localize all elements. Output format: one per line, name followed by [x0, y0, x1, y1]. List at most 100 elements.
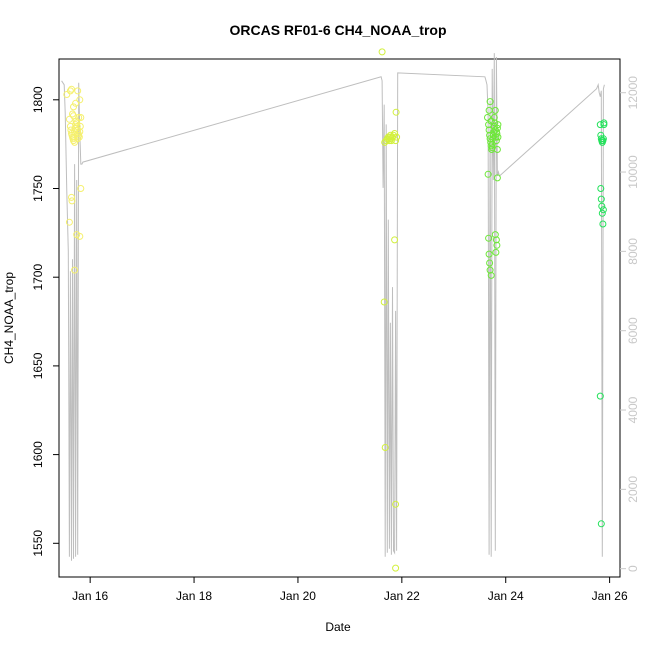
- data-point: [65, 115, 73, 123]
- y2-tick-label: 6000: [626, 317, 640, 344]
- data-point: [600, 121, 608, 129]
- y-axis-label: CH4_NOAA_trop: [2, 272, 16, 364]
- y-tick-label: 1750: [31, 175, 45, 202]
- data-point: [386, 131, 394, 139]
- data-point: [485, 250, 493, 258]
- data-point: [393, 133, 401, 141]
- data-point: [493, 124, 501, 132]
- data-point: [490, 114, 498, 121]
- data-point: [76, 96, 84, 104]
- data-point: [488, 140, 496, 148]
- data-point: [596, 121, 604, 129]
- y-axis-right: 0 2000 4000 6000 8000 10000 12000: [620, 76, 640, 572]
- data-point: [71, 138, 79, 146]
- data-point: [378, 48, 386, 56]
- data-point: [77, 114, 85, 121]
- data-point: [598, 209, 606, 217]
- y2-tick-label: 10000: [626, 155, 640, 189]
- altitude-line: [61, 53, 605, 561]
- data-point: [599, 206, 607, 214]
- y-tick-label: 1800: [31, 86, 45, 113]
- data-point: [486, 259, 494, 267]
- y-tick-label: 1650: [31, 352, 45, 379]
- data-point: [68, 85, 75, 93]
- data-point: [493, 146, 501, 153]
- data-point: [70, 112, 77, 120]
- data-point: [491, 231, 499, 239]
- data-point: [484, 114, 491, 121]
- data-point: [391, 130, 399, 137]
- data-point: [392, 108, 400, 116]
- data-point: [597, 520, 605, 528]
- y-tick-label: 1550: [31, 530, 45, 557]
- y2-tick-label: 2000: [626, 476, 640, 503]
- data-point: [493, 174, 501, 182]
- data-point: [492, 137, 500, 145]
- data-point: [71, 266, 79, 274]
- data-point: [486, 266, 494, 274]
- data-point: [492, 248, 500, 256]
- data-point: [492, 133, 500, 141]
- data-point: [487, 271, 495, 279]
- data-point: [75, 133, 83, 141]
- data-point: [485, 106, 493, 114]
- data-points-layer: [63, 48, 608, 572]
- data-point: [597, 185, 605, 192]
- data-point: [70, 133, 78, 141]
- plot-frame: [58, 58, 621, 578]
- x-tick-label: Jan 24: [488, 589, 524, 603]
- data-point: [76, 128, 84, 136]
- data-point: [493, 241, 501, 249]
- data-point: [492, 236, 500, 244]
- data-point: [70, 137, 77, 145]
- data-point: [392, 500, 400, 508]
- data-point: [494, 121, 502, 129]
- data-point: [72, 99, 80, 107]
- data-point: [76, 122, 84, 130]
- data-point: [392, 564, 400, 572]
- y2-tick-label: 12000: [626, 76, 640, 110]
- data-point: [598, 137, 606, 145]
- x-axis: Jan 16 Jan 18 Jan 20 Jan 22 Jan 24 Jan 26: [72, 577, 628, 603]
- data-point: [68, 197, 76, 205]
- x-tick-label: Jan 20: [280, 589, 316, 603]
- y-tick-label: 1700: [31, 264, 45, 291]
- data-point: [67, 126, 75, 134]
- chart-title: ORCAS RF01-6 CH4_NOAA_trop: [229, 22, 446, 38]
- data-point: [380, 298, 388, 306]
- x-tick-label: Jan 22: [384, 589, 420, 603]
- y2-tick-label: 8000: [626, 238, 640, 265]
- data-point: [74, 87, 82, 95]
- y-axis-left: 1550 1600 1650 1700 1750 1800: [31, 86, 59, 557]
- data-point: [392, 137, 400, 145]
- data-point: [66, 87, 74, 95]
- x-axis-label: Date: [325, 620, 351, 634]
- x-tick-label: Jan 16: [72, 589, 108, 603]
- data-point: [381, 444, 389, 451]
- data-point: [68, 193, 75, 201]
- data-point: [599, 220, 607, 228]
- data-point: [486, 98, 494, 106]
- data-point: [391, 236, 399, 244]
- data-point: [492, 128, 500, 136]
- data-point: [596, 392, 604, 400]
- data-point: [77, 185, 85, 192]
- x-tick-label: Jan 18: [176, 589, 212, 603]
- y-tick-label: 1600: [31, 441, 45, 468]
- y2-tick-label: 0: [626, 565, 640, 572]
- data-point: [70, 103, 77, 111]
- data-point: [598, 202, 606, 210]
- y2-tick-label: 4000: [626, 396, 640, 423]
- data-point: [599, 135, 607, 143]
- data-point: [484, 170, 492, 178]
- x-tick-label: Jan 26: [592, 589, 628, 603]
- data-point: [491, 106, 499, 114]
- data-point: [73, 231, 81, 239]
- data-point: [597, 195, 605, 203]
- altitude-line-layer: [61, 53, 605, 561]
- data-point: [485, 234, 493, 242]
- data-point: [63, 91, 71, 98]
- data-point: [491, 126, 499, 134]
- data-point: [65, 218, 73, 226]
